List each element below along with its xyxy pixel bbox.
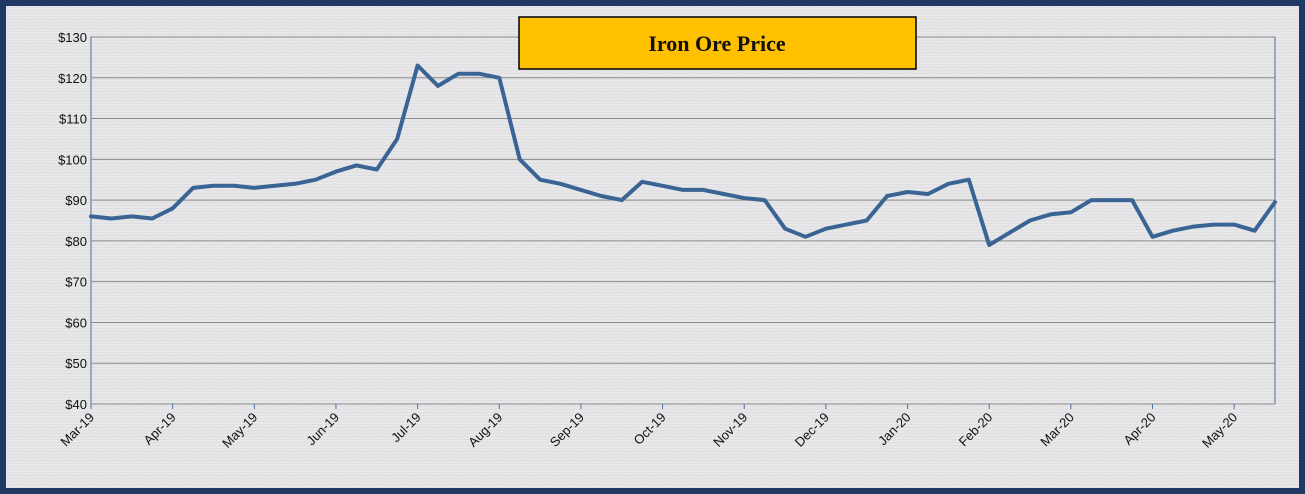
y-tick-label: $100 — [58, 152, 87, 167]
y-tick-label: $120 — [58, 71, 87, 86]
y-tick-label: $130 — [58, 30, 87, 45]
background — [6, 6, 1299, 488]
price-line — [89, 63, 1277, 247]
y-tick-label: $90 — [65, 193, 87, 208]
y-tick-label: $70 — [65, 275, 87, 290]
y-tick-label: $80 — [65, 234, 87, 249]
chart-title: Iron Ore Price — [648, 31, 785, 56]
y-tick-label: $50 — [65, 356, 87, 371]
y-tick-label: $110 — [59, 112, 87, 127]
y-tick-label: $40 — [65, 397, 87, 412]
y-tick-label: $60 — [65, 315, 87, 330]
title-box — [518, 16, 917, 70]
